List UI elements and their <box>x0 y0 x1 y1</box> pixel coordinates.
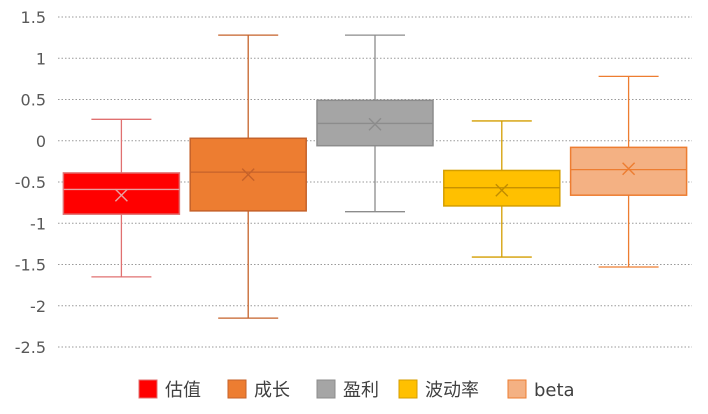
legend-swatch <box>138 379 158 399</box>
mean-marker <box>495 183 509 197</box>
legend-swatch <box>316 379 336 399</box>
iqr-box <box>569 146 688 196</box>
mean-marker <box>114 188 128 202</box>
legend-item-5: beta <box>507 379 575 401</box>
legend-swatch <box>227 379 247 399</box>
y-tick-label: -1.5 <box>15 256 46 275</box>
y-axis-ticks: 1.5 1 0.5 0 -0.5 -1 -1.5 -2 -2.5 <box>15 8 46 357</box>
y-tick-label: 1 <box>36 49 46 68</box>
legend-label: 成长 <box>254 380 290 401</box>
legend-item-2: 成长 <box>227 379 290 401</box>
y-tick-label: 1.5 <box>21 8 46 27</box>
mean-marker <box>368 117 382 131</box>
mean-marker <box>241 168 255 182</box>
legend-item-4: 波动率 <box>398 379 479 401</box>
y-tick-label: 0 <box>36 132 46 151</box>
y-tick-label: -2 <box>30 297 46 316</box>
mean-marker-stroke <box>368 117 382 131</box>
legend-label: 估值 <box>165 380 201 401</box>
legend-label: 盈利 <box>343 380 379 401</box>
y-tick-label: -0.5 <box>15 173 46 192</box>
legend-swatch <box>398 379 418 399</box>
mean-marker-stroke <box>622 162 636 176</box>
iqr-box <box>62 172 181 215</box>
box-2 <box>189 34 307 319</box>
y-tick-label: 0.5 <box>21 91 46 110</box>
legend-label: 波动率 <box>425 380 479 401</box>
y-tick-label: -2.5 <box>15 338 46 357</box>
box-5 <box>569 75 688 268</box>
mean-marker <box>622 162 636 176</box>
legend: 估值 成长 盈利 波动率 beta <box>138 379 575 401</box>
box-4 <box>443 120 561 258</box>
legend-label: beta <box>534 380 575 401</box>
y-tick-label: -1 <box>30 214 46 233</box>
boxes <box>62 34 688 319</box>
legend-swatch <box>507 379 527 399</box>
box-1 <box>62 118 181 278</box>
mean-marker-stroke <box>114 188 128 202</box>
legend-item-1: 估值 <box>138 379 201 401</box>
mean-marker-stroke <box>241 168 255 182</box>
mean-marker-stroke <box>495 183 509 197</box>
legend-item-3: 盈利 <box>316 379 379 401</box>
box-3 <box>316 34 434 213</box>
